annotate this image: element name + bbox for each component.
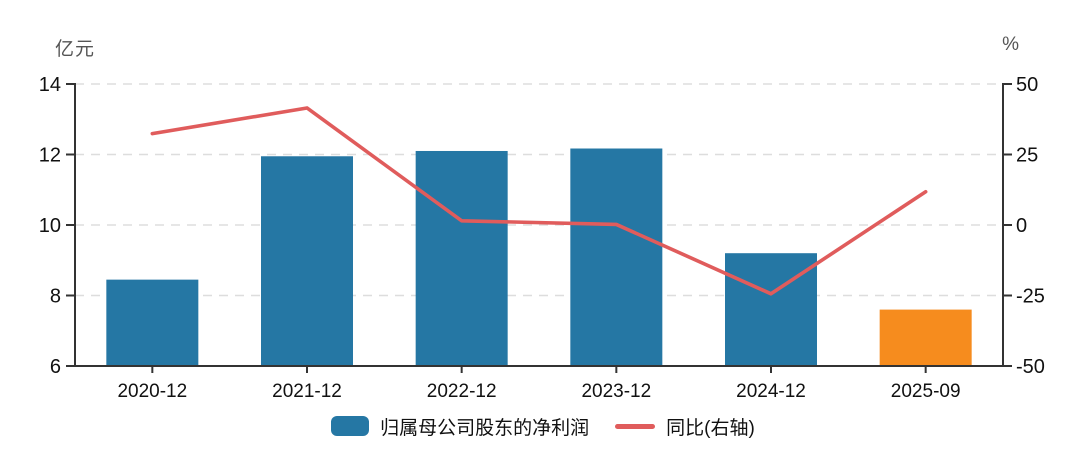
yoy-line <box>150 106 928 296</box>
right-tick-label: -25 <box>1016 286 1045 308</box>
left-tick-label: 8 <box>50 286 61 308</box>
left-axis-title: 亿元 <box>55 39 96 60</box>
legend-label-yoy: 同比(右轴) <box>666 417 755 439</box>
line-swatch-icon <box>615 423 656 429</box>
right-tick-label: 50 <box>1016 74 1038 96</box>
right-tick-label: -50 <box>1016 356 1045 378</box>
bar-2024-12 <box>725 253 817 366</box>
right-tick-label: 0 <box>1016 215 1027 237</box>
bar-2020-12 <box>106 279 199 366</box>
legend-item-net-profit[interactable]: 归属母公司股东的净利润 <box>331 413 589 440</box>
legend-label-net-profit: 归属母公司股东的净利润 <box>380 417 590 439</box>
bar-2023-12 <box>570 148 663 366</box>
x-label-2021-12: 2021-12 <box>272 381 342 402</box>
x-label-2024-12: 2024-12 <box>736 381 806 402</box>
legend: 归属母公司股东的净利润 同比(右轴) <box>0 408 1086 444</box>
legend-item-yoy[interactable]: 同比(右轴) <box>615 413 755 440</box>
bar-2021-12 <box>261 156 353 366</box>
bar-swatch-icon <box>331 416 370 436</box>
left-tick-label: 12 <box>39 145 61 167</box>
left-tick-label: 14 <box>39 74 61 96</box>
x-label-2020-12: 2020-12 <box>117 381 187 402</box>
right-axis-title: % <box>1002 34 1020 55</box>
x-label-2022-12: 2022-12 <box>427 381 497 402</box>
x-label-2025-09: 2025-09 <box>891 381 961 402</box>
bar-2022-12 <box>415 150 508 366</box>
bar-2025-09 <box>879 309 972 366</box>
x-label-2023-12: 2023-12 <box>581 381 651 402</box>
left-tick-label: 6 <box>50 356 61 378</box>
left-tick-label: 10 <box>39 215 61 237</box>
plot-area: 6 8 10 12 14 -50 -25 0 25 50 2020-12 2021-12 2022-12… <box>39 74 1045 402</box>
right-tick-label: 25 <box>1016 145 1038 167</box>
